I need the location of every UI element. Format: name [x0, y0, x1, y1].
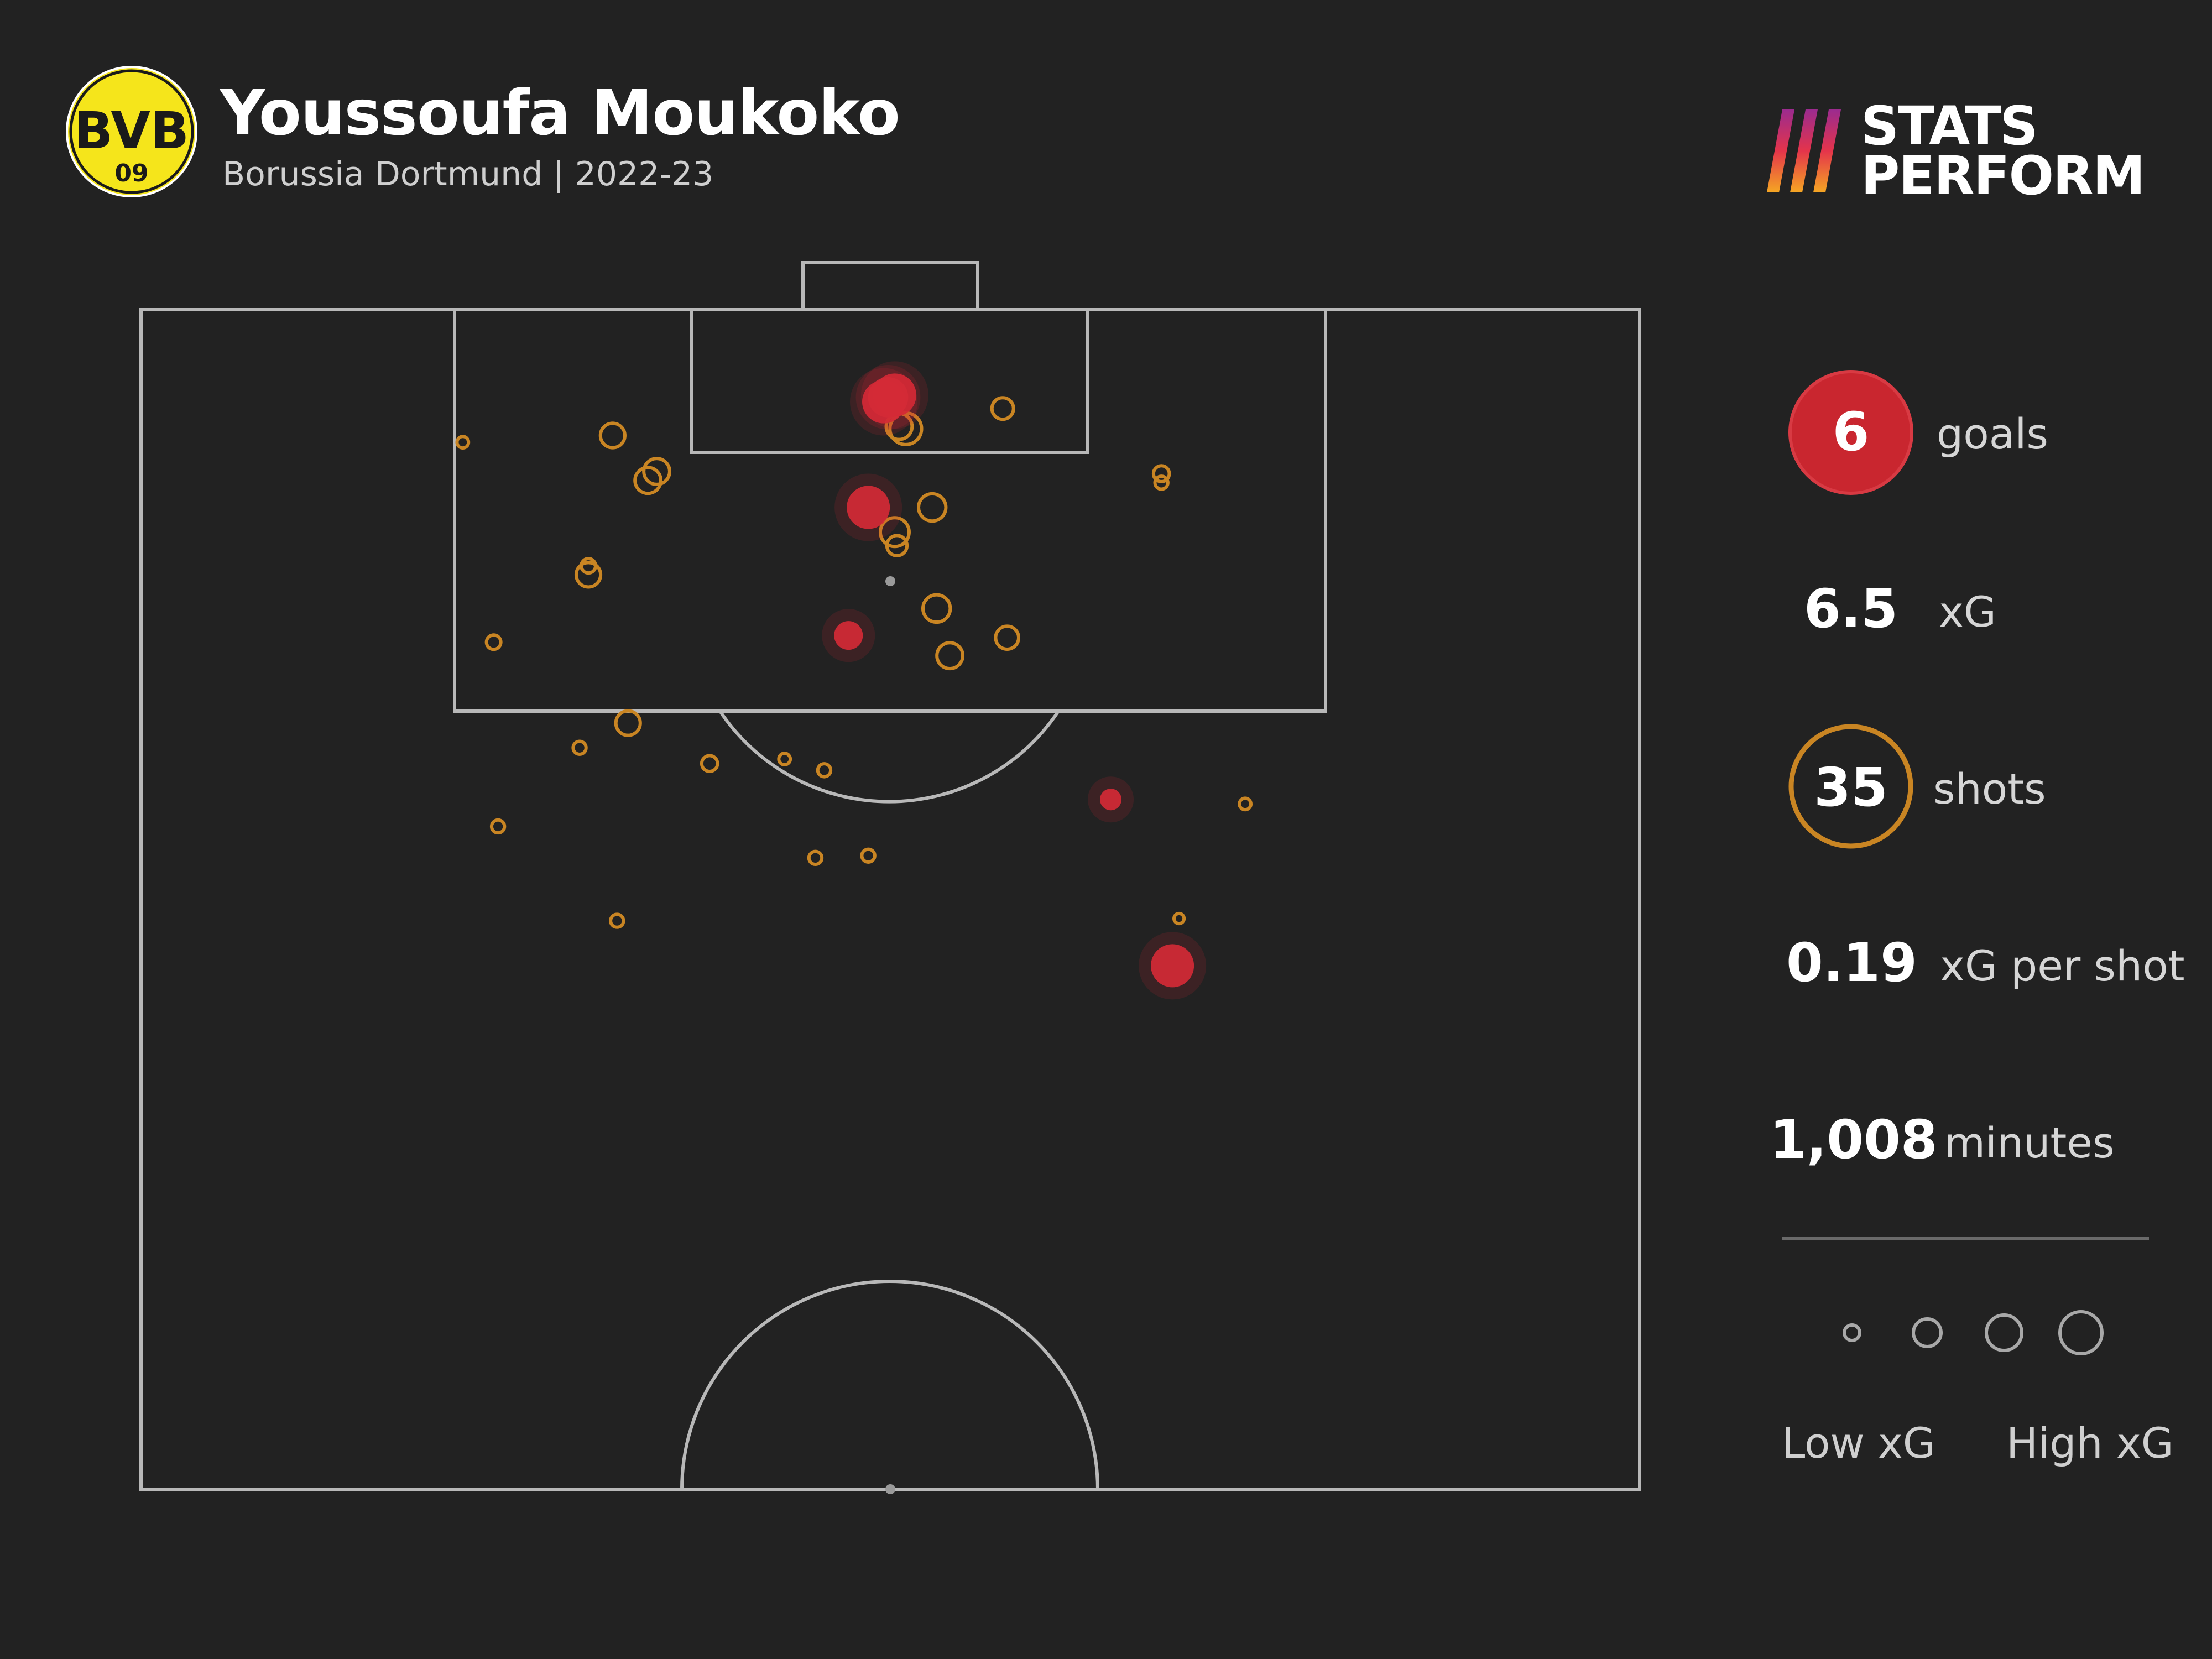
- shot-marker: [580, 557, 598, 575]
- shot-marker: [455, 435, 471, 450]
- shot-marker: [571, 739, 588, 756]
- penalty-arc: [718, 710, 1060, 804]
- goal-frame: [801, 261, 979, 311]
- goal-marker: [868, 377, 909, 418]
- shots-value: 35: [1814, 757, 1888, 818]
- shot-marker: [700, 754, 719, 773]
- shots-label: shots: [1933, 764, 2046, 813]
- legend-size-1: [1843, 1323, 1861, 1342]
- shot-marker: [1151, 464, 1171, 483]
- legend-size-2: [1912, 1317, 1943, 1348]
- shot-marker: [917, 492, 948, 523]
- shot-marker: [860, 847, 877, 864]
- page-subtitle: Borussia Dortmund | 2022-23: [222, 155, 714, 194]
- center-spot: [885, 1484, 895, 1494]
- shot-marker: [489, 818, 507, 835]
- shot-marker: [1238, 796, 1253, 812]
- page-title: Youssoufa Moukoko: [220, 77, 900, 149]
- stats-perform-slash-icon: [1767, 109, 1841, 192]
- shot-marker: [777, 752, 792, 766]
- xg-label: xG: [1939, 587, 1996, 637]
- penalty-spot: [885, 576, 895, 586]
- legend-high-label: High xG: [2006, 1418, 2174, 1468]
- shot-marker: [633, 466, 663, 495]
- brand-line-2: PERFORM: [1861, 145, 2145, 207]
- shot-marker: [642, 457, 671, 486]
- shot-marker: [994, 624, 1021, 651]
- goals-marker: [1788, 370, 1913, 495]
- shot-marker: [921, 593, 952, 624]
- center-circle: [680, 1280, 1099, 1490]
- xg-per-shot-label: xG per shot: [1940, 941, 2185, 990]
- shot-marker: [1153, 474, 1170, 491]
- xg-per-shot-value: 0.19: [1786, 932, 1917, 994]
- xg-size-legend: [1843, 1310, 2104, 1355]
- minutes-value: 1,008: [1770, 1109, 1938, 1171]
- bvb-number: 09: [114, 159, 148, 187]
- legend-size-3: [1985, 1313, 2023, 1352]
- goal-marker: [1100, 789, 1122, 811]
- minutes-label: minutes: [1944, 1118, 2115, 1167]
- brand-line-1: STATS: [1861, 95, 2038, 157]
- bvb-crest-icon: BVB 09: [66, 66, 197, 197]
- shot-marker: [598, 421, 627, 450]
- shot-marker: [574, 561, 603, 589]
- legend-size-4: [2058, 1310, 2104, 1355]
- shot-marker: [609, 912, 625, 929]
- legend-low-label: Low xG: [1782, 1418, 1936, 1468]
- shot-marker: [816, 762, 833, 779]
- shot-marker: [885, 534, 909, 557]
- goals-value: 6: [1832, 401, 1870, 463]
- goals-layer: [822, 361, 1207, 1000]
- goal-marker: [834, 621, 863, 650]
- stats-divider: [1782, 1237, 2149, 1240]
- shots-marker: [1788, 724, 1913, 849]
- goal-marker: [847, 486, 890, 529]
- shot-marker: [484, 633, 503, 651]
- shot-marker: [935, 641, 965, 671]
- xg-value: 6.5: [1803, 578, 1898, 640]
- stats-perform-logo: STATS PERFORM: [1767, 95, 2145, 202]
- shot-marker: [878, 516, 911, 549]
- goals-label: goals: [1937, 409, 2049, 458]
- shot-marker: [990, 396, 1015, 421]
- shot-marker: [614, 709, 642, 737]
- bvb-letters: BVB: [74, 101, 189, 160]
- shot-marker: [1172, 911, 1186, 926]
- goal-marker: [1151, 944, 1194, 988]
- shot-marker: [807, 849, 824, 867]
